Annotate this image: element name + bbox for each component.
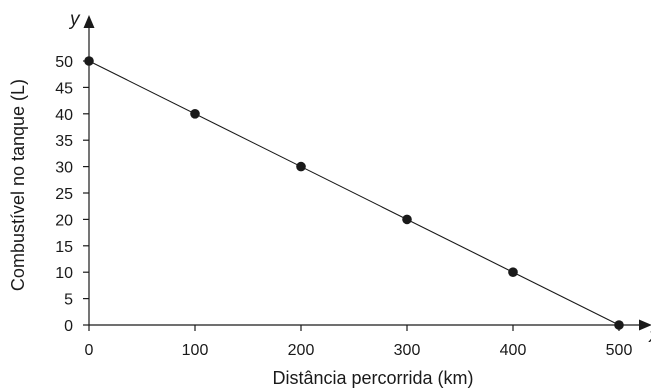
data-point (296, 161, 306, 172)
y-tick-label: 20 (55, 212, 73, 229)
x-axis-arrow-icon (639, 319, 651, 331)
x-tick-label: 500 (606, 342, 633, 359)
y-axis-letter: y (68, 9, 81, 30)
data-points (84, 56, 624, 330)
trend-line (88, 60, 620, 326)
y-tick-label: 35 (55, 133, 73, 150)
data-point (402, 214, 412, 225)
y-tick-label: 10 (55, 265, 73, 282)
y-tick-label: 30 (55, 160, 73, 177)
x-tick-label: 400 (500, 342, 527, 359)
y-tick-label: 45 (55, 80, 73, 97)
data-point (190, 109, 200, 119)
y-tick-label: 25 (55, 186, 73, 203)
x-axis-letter: x (648, 326, 651, 347)
y-tick-label: 5 (64, 292, 73, 309)
y-ticks: 0 5 10 15 20 25 30 35 40 45 50 (55, 54, 89, 335)
data-point (84, 56, 94, 66)
y-axis-arrow-icon (83, 15, 95, 28)
y-tick-label: 15 (55, 239, 73, 256)
x-axis-title: Distância percorrida (km) (272, 368, 473, 388)
data-point (614, 320, 624, 330)
x-tick-label: 300 (394, 342, 421, 359)
x-tick-label: 200 (288, 342, 315, 359)
x-tick-label: 100 (182, 342, 209, 359)
x-tick-label: 0 (85, 342, 94, 359)
y-axis-title: Combustível no tanque (L) (8, 79, 28, 291)
y-tick-label: 50 (55, 54, 73, 71)
x-ticks: 0 100 200 300 400 500 (85, 325, 633, 359)
data-point (508, 267, 518, 278)
y-tick-label: 40 (55, 107, 73, 124)
y-tick-label: 0 (64, 318, 73, 335)
